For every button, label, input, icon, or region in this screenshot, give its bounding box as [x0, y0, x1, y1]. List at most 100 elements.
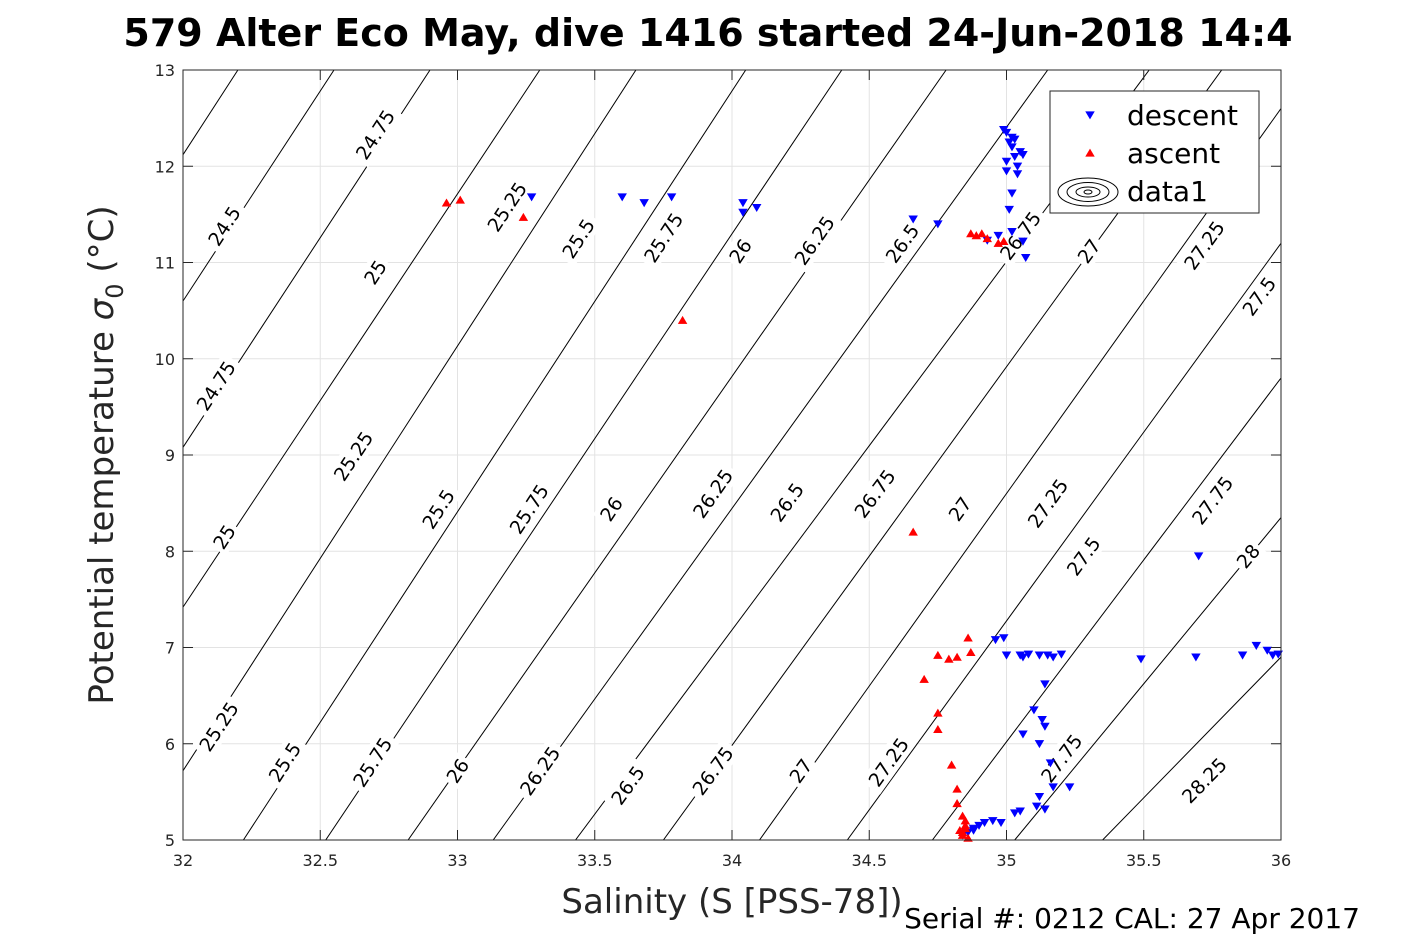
- contour-label-bg: [205, 517, 243, 556]
- contour-label: 25.75: [345, 729, 400, 795]
- contour-label-text: 26.75: [689, 743, 739, 800]
- descent-point: [1262, 646, 1272, 655]
- y-axis-label-sigma: σ: [82, 297, 122, 320]
- contour-label-bg: [684, 738, 742, 804]
- descent-point: [526, 193, 537, 202]
- descent-point: [908, 215, 918, 224]
- legend-marker-contour: [1057, 177, 1119, 207]
- ascent-point: [966, 647, 976, 656]
- x-axis-ticks: 32 32.5 33 33.5 34 34.5 35 35.5 36: [173, 70, 1291, 870]
- density-contour-line: [932, 377, 1281, 840]
- descent-point: [1268, 651, 1278, 660]
- density-contour-line: [183, 70, 541, 608]
- descent-point: [1040, 680, 1050, 689]
- descent-point: [1040, 722, 1050, 731]
- descent-point: [1001, 651, 1012, 660]
- descent-point: [1001, 167, 1012, 176]
- contour-label: 26.5: [761, 474, 812, 531]
- legend-label-ascent: ascent: [1127, 137, 1220, 170]
- ascent-point: [908, 527, 918, 536]
- contour-label: 28.25: [1173, 749, 1235, 812]
- y-axis-label-main: Potential temperature: [82, 320, 122, 704]
- ascent-point: [946, 760, 957, 769]
- y-tick-label: 8: [165, 542, 175, 561]
- legend-label-data1: data1: [1127, 175, 1208, 208]
- contour-label-bg: [325, 423, 381, 489]
- contour-label-text: 27: [945, 493, 977, 525]
- contour-label: 26.5: [602, 757, 653, 814]
- descent-point: [968, 824, 979, 833]
- density-contour-line: [183, 70, 239, 155]
- descent-point: [988, 817, 998, 826]
- descent-point: [1034, 793, 1045, 802]
- descent-point: [639, 199, 649, 208]
- contour-label-text: 25: [209, 521, 241, 553]
- contour-label: 27: [1070, 231, 1108, 271]
- descent-point: [738, 199, 748, 208]
- descent-point: [1048, 653, 1058, 662]
- density-contour-line: [759, 108, 1281, 840]
- data-points: [441, 126, 1283, 842]
- descent-point: [1010, 809, 1020, 818]
- ascent-point: [677, 315, 688, 324]
- descent-point: [1251, 641, 1262, 650]
- contour-label-text: 25.75: [506, 481, 554, 539]
- legend-marker-ascent: [1085, 148, 1095, 157]
- ascent-point: [957, 830, 968, 839]
- y-tick-label: 7: [165, 639, 175, 658]
- contour-label: 27.25: [1019, 470, 1076, 536]
- contour-label-bg: [1019, 470, 1076, 536]
- contour-label-bg: [592, 489, 630, 529]
- contour-label-text: 27.75: [1188, 472, 1238, 529]
- contour-label-bg: [1070, 231, 1108, 271]
- x-tick-label: 32: [173, 851, 193, 870]
- y-tick-label: 6: [165, 735, 175, 754]
- contour-label-text: 27.75: [1037, 730, 1087, 787]
- descent-point: [1012, 170, 1023, 179]
- contour-label: 27.25: [1176, 212, 1233, 278]
- contour-label-text: 26.25: [689, 465, 738, 522]
- contour-label-text: 25.75: [640, 209, 688, 267]
- y-tick-label: 11: [155, 254, 175, 273]
- contour-label-text: 25.25: [484, 178, 532, 235]
- x-tick-label: 36: [1271, 851, 1291, 870]
- descent-point: [1018, 653, 1028, 662]
- descent-point: [1136, 655, 1146, 664]
- contour-label-text: 26: [442, 755, 474, 787]
- contour-label-bg: [1032, 725, 1090, 791]
- descent-point: [1018, 237, 1028, 246]
- contour-label-bg: [191, 693, 247, 760]
- contour-label-bg: [786, 207, 843, 274]
- legend-contour-ring: [1057, 177, 1119, 207]
- descent-point: [1012, 162, 1023, 171]
- descent-point: [1273, 650, 1283, 659]
- contour-label: 26: [439, 751, 476, 790]
- contour-label-text: 26.25: [516, 743, 565, 800]
- y-tick-label: 13: [155, 61, 175, 80]
- y-axis-ticks: 5 6 7 8 9 10 11 12 13: [155, 61, 1281, 850]
- descent-point: [1010, 152, 1020, 161]
- ascent-point: [963, 633, 973, 642]
- contour-label-text: 25.25: [195, 698, 243, 755]
- descent-point: [1004, 205, 1014, 214]
- descent-point: [738, 208, 748, 217]
- density-contour-line: [492, 70, 1049, 840]
- contour-label-text: 25.25: [330, 428, 378, 485]
- contour-label: 25.25: [191, 693, 247, 760]
- contour-label-text: 26.25: [791, 212, 840, 269]
- x-axis-label: Salinity (S [PSS-78]): [561, 882, 902, 922]
- contour-label: 25: [356, 253, 394, 292]
- contour-label: 27: [782, 751, 820, 790]
- contour-label-bg: [1058, 527, 1109, 585]
- ascent-point: [933, 708, 943, 717]
- descent-point: [1018, 730, 1028, 739]
- descent-point: [1001, 128, 1012, 137]
- x-tick-label: 33: [447, 851, 467, 870]
- contour-label: 25.5: [414, 480, 463, 538]
- contour-label: 25.25: [325, 423, 381, 489]
- descent-point: [933, 220, 943, 229]
- contour-label-text: 25.75: [349, 734, 397, 792]
- ascent-point: [919, 674, 929, 683]
- contour-label-bg: [414, 480, 463, 538]
